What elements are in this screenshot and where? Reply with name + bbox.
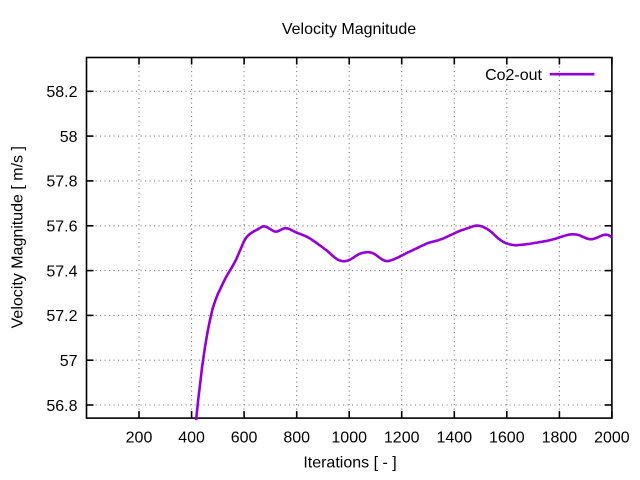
svg-text:1600: 1600 <box>489 430 525 447</box>
svg-text:1800: 1800 <box>542 430 578 447</box>
svg-text:Velocity Magnitude [ m/s ]: Velocity Magnitude [ m/s ] <box>10 146 27 328</box>
svg-text:58: 58 <box>60 129 78 146</box>
svg-text:800: 800 <box>283 430 310 447</box>
svg-text:1200: 1200 <box>384 430 420 447</box>
svg-text:1400: 1400 <box>437 430 473 447</box>
svg-text:57: 57 <box>60 353 78 370</box>
svg-text:56.8: 56.8 <box>46 398 77 415</box>
svg-text:57.6: 57.6 <box>46 219 77 236</box>
svg-text:58.2: 58.2 <box>46 84 77 101</box>
svg-text:57.8: 57.8 <box>46 174 77 191</box>
svg-text:57.2: 57.2 <box>46 308 77 325</box>
svg-text:600: 600 <box>231 430 258 447</box>
svg-text:1000: 1000 <box>331 430 367 447</box>
svg-text:200: 200 <box>126 430 153 447</box>
svg-text:Co2-out: Co2-out <box>485 67 542 84</box>
svg-text:400: 400 <box>178 430 205 447</box>
svg-text:2000: 2000 <box>594 430 630 447</box>
svg-text:Iterations [ - ]: Iterations [ - ] <box>303 455 396 472</box>
svg-text:57.4: 57.4 <box>46 263 77 280</box>
svg-text:Velocity Magnitude: Velocity Magnitude <box>282 21 416 38</box>
